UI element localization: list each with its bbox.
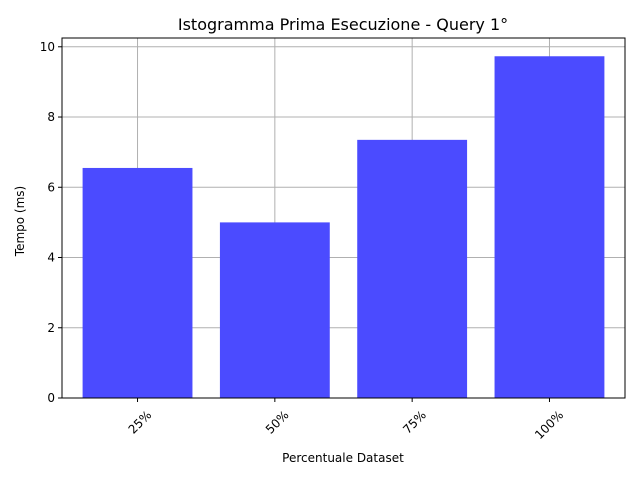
bar-75pct [357,139,468,399]
y-tick-label: 2 [47,321,55,335]
plot-frame [61,37,626,399]
y-axis-label: Tempo (ms) [13,186,27,257]
chart-title: Istogramma Prima Esecuzione - Query 1° [178,15,508,34]
y-tick-label: 10 [40,40,55,54]
bar-100pct [494,56,605,398]
y-tick-label: 8 [47,110,55,124]
y-axis-ticks: 0 2 4 6 8 10 [40,40,62,405]
x-axis-label: Percentuale Dataset [282,451,404,465]
bar-25pct [82,167,193,398]
y-tick-label: 6 [47,180,55,194]
y-tick-label: 0 [47,391,55,405]
y-tick-label: 4 [47,251,55,265]
bars [82,56,605,399]
bar-50pct [219,222,330,398]
